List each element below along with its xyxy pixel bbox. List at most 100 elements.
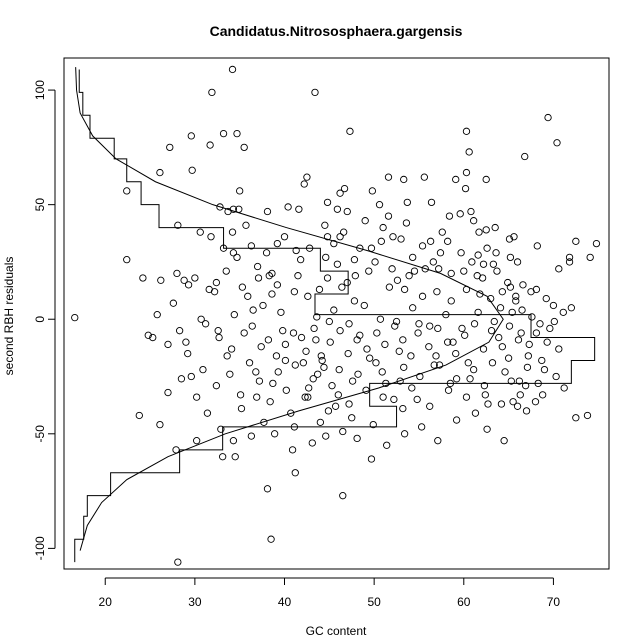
data-point — [296, 256, 305, 264]
data-point — [403, 198, 411, 207]
data-point — [525, 340, 533, 349]
data-point — [375, 201, 384, 209]
data-point — [247, 432, 255, 440]
data-point — [291, 469, 299, 477]
data-point — [478, 274, 487, 282]
data-point — [560, 384, 568, 392]
data-point — [392, 317, 401, 326]
data-point — [187, 132, 195, 140]
data-point — [500, 437, 508, 445]
data-point — [456, 210, 464, 218]
data-point — [325, 317, 333, 326]
x-tick-label: 60 — [457, 595, 471, 609]
data-point — [231, 453, 239, 461]
data-point — [367, 244, 376, 252]
data-point — [230, 310, 238, 319]
scatter-points — [71, 65, 601, 566]
data-point — [513, 258, 522, 266]
data-point — [322, 253, 330, 262]
data-point — [565, 258, 574, 266]
data-point — [426, 322, 434, 330]
data-point — [518, 306, 526, 314]
data-point — [418, 242, 427, 250]
data-point — [257, 343, 265, 351]
data-point — [262, 249, 271, 257]
data-point — [371, 258, 379, 266]
x-tick-label: 40 — [278, 595, 292, 609]
data-point — [328, 382, 336, 390]
data-point — [395, 347, 403, 355]
data-point — [420, 173, 428, 181]
x-axis: 20 30 40 50 60 70 — [99, 577, 560, 609]
data-point — [533, 242, 541, 250]
data-point — [513, 402, 522, 410]
plot-frame — [63, 57, 610, 570]
data-point — [212, 278, 221, 287]
data-point — [512, 297, 520, 305]
data-point — [405, 272, 413, 280]
data-point — [457, 249, 465, 257]
data-point — [345, 320, 353, 328]
data-point — [436, 249, 445, 257]
y-tick-label: 0 — [33, 316, 47, 323]
data-point — [281, 356, 290, 365]
data-point — [367, 455, 376, 463]
data-point — [432, 352, 440, 360]
data-point — [435, 265, 443, 273]
data-point — [363, 345, 371, 353]
data-point — [323, 233, 332, 241]
data-point — [290, 288, 299, 296]
data-point — [330, 306, 338, 314]
data-point — [339, 492, 347, 500]
data-point — [157, 276, 165, 284]
data-point — [240, 143, 248, 152]
data-point — [356, 244, 364, 252]
data-point — [413, 395, 421, 404]
data-point — [399, 404, 407, 413]
y-axis: -100 -50 0 50 100 — [33, 80, 56, 560]
data-point — [572, 414, 580, 422]
data-point — [458, 324, 466, 333]
data-point — [397, 235, 405, 243]
data-point — [340, 184, 349, 193]
data-point — [216, 203, 224, 211]
data-point — [244, 292, 252, 300]
data-point — [353, 434, 361, 443]
data-point — [233, 129, 241, 138]
data-point — [199, 365, 207, 374]
data-point — [237, 404, 246, 413]
data-point — [182, 338, 190, 346]
data-point — [418, 423, 426, 431]
data-point — [491, 223, 499, 232]
data-point — [540, 365, 549, 374]
data-point — [583, 411, 592, 420]
data-point — [335, 365, 343, 374]
data-point — [346, 127, 354, 135]
data-point — [350, 297, 359, 305]
data-point — [302, 347, 310, 355]
data-point — [444, 338, 452, 346]
data-point — [516, 391, 524, 399]
data-point — [263, 207, 272, 216]
data-point — [123, 187, 131, 195]
data-point — [356, 331, 364, 339]
data-point — [253, 393, 261, 401]
data-point — [348, 377, 357, 385]
data-point — [501, 368, 509, 376]
data-point — [368, 187, 377, 195]
data-point — [217, 425, 225, 433]
data-point — [426, 237, 435, 245]
data-point — [310, 324, 318, 333]
data-point — [429, 258, 437, 266]
data-point — [333, 260, 342, 268]
data-point — [512, 292, 520, 300]
data-point — [553, 139, 561, 147]
data-point — [488, 359, 497, 367]
data-point — [452, 416, 461, 424]
data-point — [400, 363, 408, 371]
data-point — [360, 301, 368, 310]
data-point — [365, 267, 373, 275]
data-point — [481, 391, 489, 399]
data-point — [344, 349, 352, 358]
data-point — [336, 189, 344, 197]
